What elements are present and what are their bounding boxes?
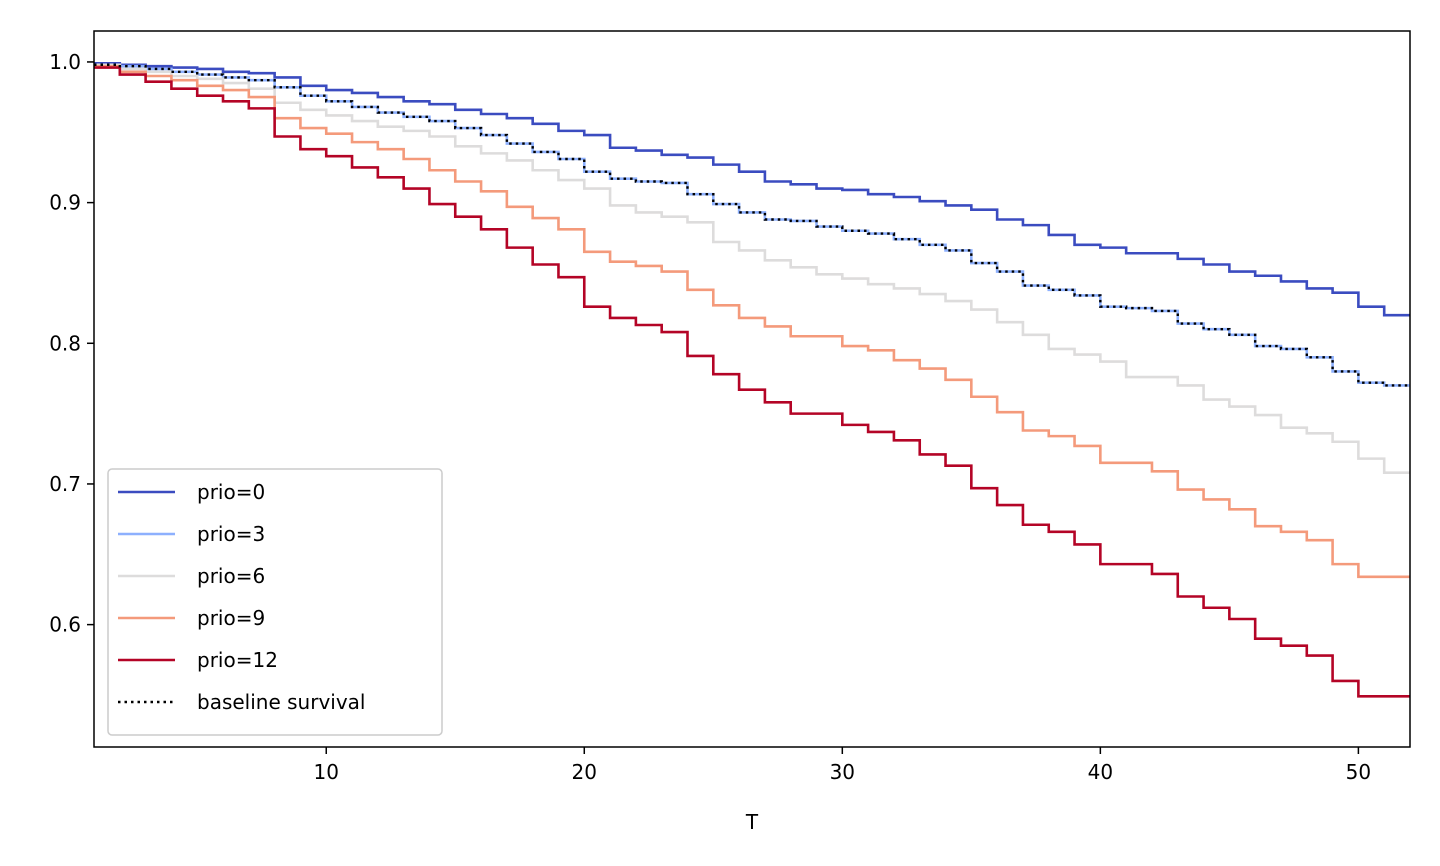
x-tick-label: 40 bbox=[1088, 760, 1113, 784]
x-tick-label: 50 bbox=[1346, 760, 1371, 784]
y-tick-label: 0.9 bbox=[49, 191, 81, 215]
legend-label: prio=6 bbox=[197, 564, 265, 588]
y-axis: 0.6 0.7 0.8 0.9 1.0 bbox=[49, 50, 94, 637]
legend-label: prio=3 bbox=[197, 522, 265, 546]
y-tick-label: 0.8 bbox=[49, 331, 81, 355]
series-line-4 bbox=[94, 66, 1410, 698]
x-axis: 10 20 30 40 50 bbox=[314, 747, 1371, 784]
plot-frame bbox=[93, 30, 1411, 748]
series-layer bbox=[94, 62, 1410, 698]
x-tick-label: 30 bbox=[830, 760, 855, 784]
legend-label: baseline survival bbox=[197, 690, 366, 714]
series-line-2 bbox=[94, 63, 1410, 474]
x-tick-label: 10 bbox=[314, 760, 339, 784]
series-line-3 bbox=[94, 64, 1410, 579]
legend-label: prio=12 bbox=[197, 648, 278, 672]
x-axis-title: T bbox=[745, 810, 759, 834]
y-tick-label: 0.6 bbox=[49, 613, 81, 637]
legend-box bbox=[107, 468, 443, 736]
x-tick-label: 20 bbox=[572, 760, 597, 784]
legend: prio=0 prio=3 prio=6 prio=9 prio=12 baseline … bbox=[107, 468, 443, 736]
legend-label: prio=9 bbox=[197, 606, 265, 630]
legend-label: prio=0 bbox=[197, 480, 265, 504]
y-tick-label: 1.0 bbox=[49, 50, 81, 74]
y-tick-label: 0.7 bbox=[49, 472, 81, 496]
series-line-0 bbox=[94, 62, 1410, 317]
series-line-5 bbox=[94, 63, 1410, 387]
